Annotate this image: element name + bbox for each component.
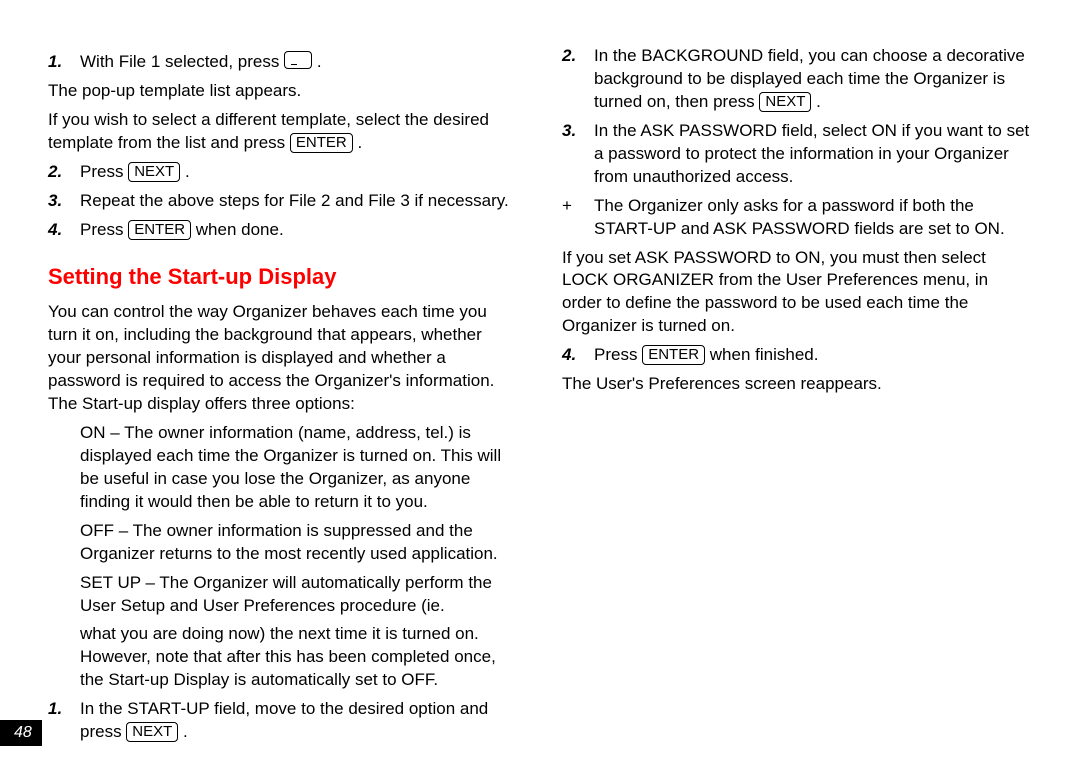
next-key-icon: NEXT [128,162,180,182]
step-body: Press ENTER when done. [80,219,518,242]
section-heading: Setting the Start-up Display [48,262,518,292]
plus-marker: + [562,195,594,241]
paragraph: The pop-up template list appears. [48,80,518,103]
step-number: 2. [48,161,80,184]
step-4: 4. Press ENTER when done. [48,219,518,242]
step-number: 1. [48,698,80,744]
text: If you wish to select a different templa… [48,110,489,152]
text: With File 1 selected, press [80,52,284,71]
text: . [185,162,190,181]
step-number: 4. [48,219,80,242]
step-1: 1. With File 1 selected, press . [48,51,518,74]
right-step-2: 2. In the BACKGROUND field, you can choo… [562,45,1032,114]
step-body: In the START-UP field, move to the desir… [80,698,518,744]
step-body: Repeat the above steps for File 2 and Fi… [80,190,518,213]
paragraph: If you wish to select a different templa… [48,109,518,155]
enter-key-icon: ENTER [128,220,191,240]
text: . [317,52,322,71]
right-step-3: 3. In the ASK PASSWORD field, select ON … [562,120,1032,189]
paragraph: The User's Preferences screen reappears. [562,373,1032,396]
right-step-4: 4. Press ENTER when finished. [562,344,1032,367]
text: . [357,133,362,152]
step-number: 2. [562,45,594,114]
option-setup-continued: what you are doing now) the next time it… [80,623,518,692]
step-number: 3. [562,120,594,189]
option-off: OFF – The owner information is suppresse… [80,520,518,566]
enter-key-icon: ENTER [290,133,353,153]
text: Press [594,345,642,364]
right-step-1: 1. In the START-UP field, move to the de… [48,698,518,744]
text: when done. [196,220,284,239]
text: Press [80,162,128,181]
blank-key-icon [284,51,312,69]
option-on: ON – The owner information (name, addres… [80,422,518,514]
text: . [816,92,821,111]
right-step-plus: + The Organizer only asks for a password… [562,195,1032,241]
step-2: 2. Press NEXT . [48,161,518,184]
intro-paragraph: You can control the way Organizer behave… [48,301,518,416]
paragraph: If you set ASK PASSWORD to ON, you must … [562,247,1032,339]
text: when finished. [710,345,819,364]
manual-page: 1. With File 1 selected, press . The pop… [0,0,1080,760]
step-body: Press ENTER when finished. [594,344,1032,367]
text: . [183,722,188,741]
enter-key-icon: ENTER [642,345,705,365]
step-number: 3. [48,190,80,213]
page-number: 48 [0,720,42,746]
step-number: 1. [48,51,80,74]
step-body: In the ASK PASSWORD field, select ON if … [594,120,1032,189]
step-body: The Organizer only asks for a password i… [594,195,1032,241]
next-key-icon: NEXT [126,722,178,742]
text: Press [80,220,128,239]
step-3: 3. Repeat the above steps for File 2 and… [48,190,518,213]
step-body: With File 1 selected, press . [80,51,518,74]
step-body: In the BACKGROUND field, you can choose … [594,45,1032,114]
step-body: Press NEXT . [80,161,518,184]
next-key-icon: NEXT [759,92,811,112]
option-setup: SET UP – The Organizer will automaticall… [80,572,518,618]
step-number: 4. [562,344,594,367]
